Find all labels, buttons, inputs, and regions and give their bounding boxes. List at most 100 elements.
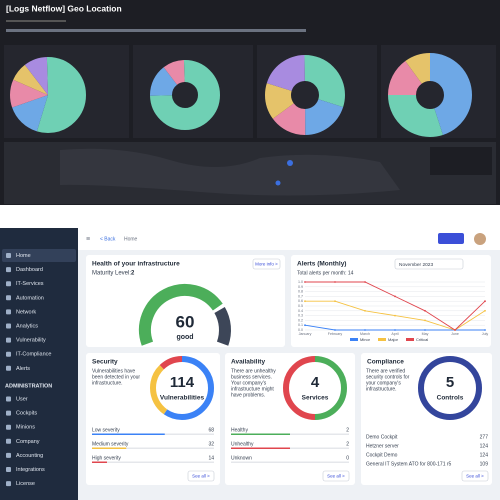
sidebar-item[interactable]: Home xyxy=(16,253,31,259)
row-value: 68 xyxy=(208,427,214,433)
more-button[interactable] xyxy=(252,258,281,270)
sidebar-item[interactable]: Dashboard xyxy=(16,267,43,273)
donut-segment xyxy=(150,356,214,420)
sidebar-item[interactable]: Alerts xyxy=(16,366,30,372)
point xyxy=(424,329,426,331)
see-all-button[interactable] xyxy=(322,470,350,482)
back-link[interactable]: < Back xyxy=(100,236,116,242)
sidebar-item[interactable]: Accounting xyxy=(16,453,43,459)
sidebar-item[interactable]: Network xyxy=(16,309,36,315)
sidebar-item[interactable]: Minions xyxy=(16,425,35,431)
point xyxy=(334,300,336,303)
point xyxy=(304,324,306,327)
x-tick-label: July xyxy=(482,332,489,336)
row-label: High severity xyxy=(92,455,121,461)
card-title: Security xyxy=(92,359,118,366)
x-tick-label: May xyxy=(422,332,429,336)
see-all-button[interactable] xyxy=(461,470,489,482)
point xyxy=(304,300,306,303)
sidebar-icon xyxy=(6,267,11,273)
sidebar-icon xyxy=(6,396,11,402)
sidebar-icon xyxy=(6,351,11,357)
donut-label: Controls xyxy=(437,395,464,402)
card-description: infrastructure. xyxy=(366,386,397,392)
point xyxy=(484,300,486,303)
y-tick-label: 0.6 xyxy=(298,299,303,303)
card-description: have problems. xyxy=(231,392,265,398)
point xyxy=(484,329,486,331)
sidebar-item[interactable]: IT-Services xyxy=(16,281,44,287)
action-buttons[interactable] xyxy=(438,233,464,244)
donut xyxy=(388,53,472,137)
row-bar xyxy=(231,447,290,449)
row-value: 2 xyxy=(346,427,349,433)
see-all-label[interactable]: See all > xyxy=(192,474,210,479)
sidebar-item[interactable]: Analytics xyxy=(16,323,38,329)
card xyxy=(86,353,220,485)
row-track xyxy=(231,461,349,463)
row-label: Demo Cockpit xyxy=(366,434,398,440)
y-tick-label: 0.3 xyxy=(298,314,303,318)
card-title: Alerts (Monthly) xyxy=(297,261,346,268)
point xyxy=(454,329,456,331)
sidebar-icon xyxy=(6,365,11,371)
avatar[interactable] xyxy=(474,233,486,245)
sidebar-icon xyxy=(6,253,11,258)
legend-swatch xyxy=(378,338,386,341)
sidebar-item[interactable]: Cockpits xyxy=(16,411,37,417)
breadcrumb: Home xyxy=(124,236,138,242)
row-label: Unknown xyxy=(231,455,252,461)
sidebar-item[interactable]: License xyxy=(16,481,35,487)
y-tick-label: 0.1 xyxy=(298,323,303,327)
card-description: infrastructure. xyxy=(92,380,123,386)
see-all-label[interactable]: See all > xyxy=(327,474,345,479)
sidebar-icon xyxy=(6,337,11,343)
period-select[interactable] xyxy=(394,258,464,270)
see-all-button[interactable] xyxy=(187,470,215,482)
card-description: Vulnerabilities have xyxy=(92,368,135,374)
sidebar-section: ADMINISTRATION xyxy=(5,383,52,389)
card-description: security controls for xyxy=(366,374,410,380)
sidebar-item[interactable]: Automation xyxy=(16,295,44,301)
row-value: 32 xyxy=(208,441,214,447)
sidebar-icon xyxy=(6,295,11,301)
point xyxy=(394,314,396,317)
point xyxy=(364,281,366,283)
y-tick-label: 0.4 xyxy=(298,309,303,313)
x-tick-label: January xyxy=(299,332,312,336)
card-description: There are verified xyxy=(366,368,405,374)
sidebar-item[interactable]: Integrations xyxy=(16,467,45,473)
sidebar-icon xyxy=(6,424,11,430)
donut-label: Vulnerabilities xyxy=(160,395,205,402)
menu-icon[interactable]: ≡ xyxy=(86,236,90,243)
map-legend xyxy=(430,147,492,175)
x-tick-label: April xyxy=(391,332,398,336)
sidebar-item[interactable]: User xyxy=(16,396,28,402)
period-label[interactable]: November 2023 xyxy=(399,262,433,268)
row-track xyxy=(92,447,214,449)
sidebar-item[interactable]: Vulnerability xyxy=(16,338,46,344)
sidebar-icon xyxy=(6,452,11,458)
point xyxy=(364,329,366,331)
more-button-label[interactable]: More info > xyxy=(255,262,278,267)
chart-subtitle: Total alerts per month: 14 xyxy=(297,270,354,276)
donut-value: 114 xyxy=(170,374,195,391)
y-tick-label: 0.8 xyxy=(298,290,303,294)
y-tick-label: 0.7 xyxy=(298,294,303,298)
nav-links[interactable] xyxy=(6,29,306,32)
card-title: Availability xyxy=(231,359,265,366)
row-value: 124 xyxy=(480,443,489,449)
see-all-label[interactable]: See all > xyxy=(466,474,484,479)
card-title: Health of your infrastructure xyxy=(92,261,180,268)
legend-label: Minor xyxy=(360,337,371,342)
row-value: 277 xyxy=(480,434,489,440)
row-label: Unhealthy xyxy=(231,441,254,447)
sidebar-item[interactable]: IT-Compliance xyxy=(16,352,51,358)
sidebar-icon xyxy=(6,410,11,416)
row-value: 14 xyxy=(208,455,214,461)
row-value: 2 xyxy=(346,441,349,447)
sidebar-item[interactable]: Company xyxy=(16,439,40,445)
maturity-value: 2 xyxy=(131,271,135,277)
point xyxy=(364,309,366,312)
card xyxy=(86,255,285,347)
